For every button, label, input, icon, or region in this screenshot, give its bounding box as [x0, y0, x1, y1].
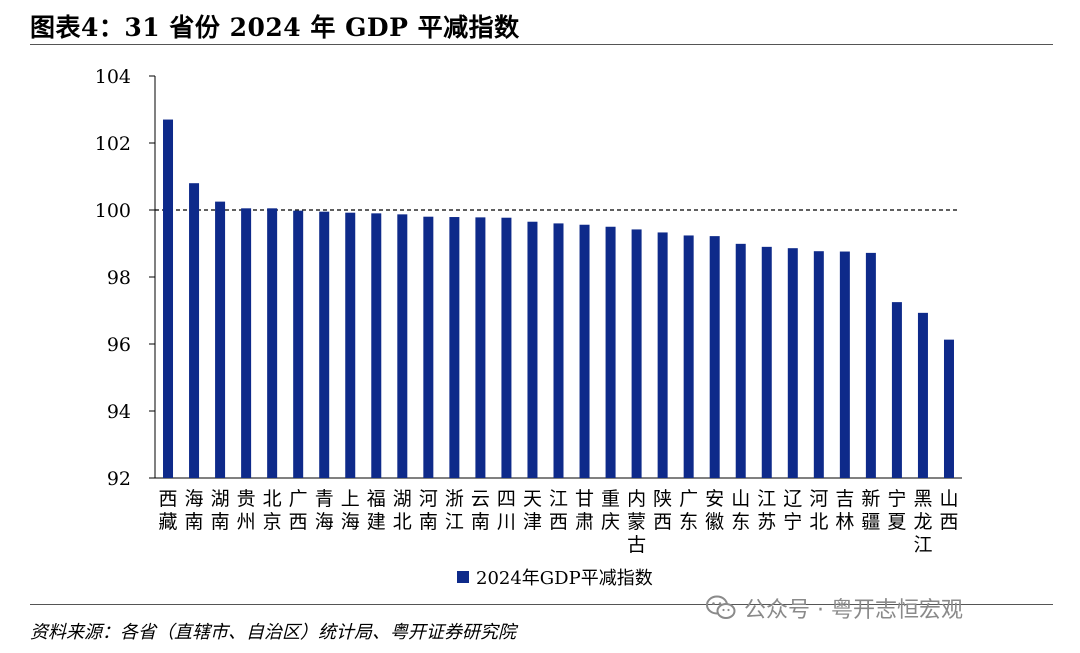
bar [371, 213, 382, 478]
x-tick-label: 辽宁 [783, 488, 802, 533]
bar [683, 235, 694, 478]
x-tick-label: 山东 [731, 488, 750, 533]
footer-divider [30, 604, 1053, 605]
x-tick-label: 广东 [679, 488, 698, 533]
bar [163, 119, 174, 479]
bar [943, 339, 954, 478]
bar [267, 208, 278, 478]
x-tick-label: 广西 [289, 488, 308, 533]
bar [423, 216, 434, 478]
x-tick-label: 湖北 [393, 488, 412, 533]
x-tick-label: 吉林 [835, 488, 854, 533]
bar [319, 211, 330, 479]
x-tick-label: 重庆 [601, 488, 620, 533]
bar [189, 183, 200, 478]
bar [917, 312, 928, 478]
x-tick-label: 新疆 [861, 488, 880, 533]
y-tick-label: 104 [95, 66, 131, 88]
x-tick-label: 黑龙江 [913, 488, 932, 556]
bar [475, 217, 486, 478]
x-tick-label: 江苏 [757, 488, 776, 533]
x-tick-label: 北京 [263, 488, 282, 533]
y-tick-label: 98 [107, 267, 131, 289]
bar [891, 302, 902, 478]
bar [709, 236, 720, 478]
bar [241, 208, 252, 478]
legend: 2024年GDP平减指数 [457, 564, 653, 590]
x-tick-label: 西藏 [159, 488, 178, 533]
x-tick-label: 陕西 [653, 488, 672, 533]
bar [215, 201, 226, 478]
x-tick-label: 安徽 [705, 488, 724, 533]
title-divider [30, 44, 1053, 45]
x-tick-label: 甘肃 [575, 488, 594, 533]
bar [839, 251, 850, 478]
watermark-text: 公众号 · 粤开志恒宏观 [744, 598, 963, 623]
source-note: 资料来源：各省（直辖市、自治区）统计局、粤开证券研究院 [30, 622, 516, 643]
chart-title: 图表4：31 省份 2024 年 GDP 平减指数 [30, 13, 520, 42]
bar [605, 226, 616, 478]
legend-swatch [457, 571, 469, 583]
bar [527, 221, 538, 478]
y-tick-label: 92 [107, 468, 131, 490]
bar [735, 243, 746, 478]
x-tick-label: 云南 [471, 488, 490, 533]
x-tick-label: 天津 [523, 488, 542, 533]
bar [397, 214, 408, 479]
x-tick-label: 福建 [367, 488, 386, 533]
bar [813, 251, 824, 478]
y-tick-label: 100 [95, 200, 131, 222]
x-tick-label: 江西 [549, 488, 568, 533]
bar [579, 224, 590, 478]
bar [449, 217, 460, 478]
legend-label: 2024年GDP平减指数 [476, 568, 653, 589]
x-tick-label: 青海 [315, 488, 334, 533]
x-tick-label: 贵州 [237, 488, 256, 533]
bar [787, 248, 798, 478]
bar [553, 223, 564, 478]
y-tick-label: 102 [95, 133, 131, 155]
x-tick-label: 河北 [809, 488, 828, 533]
x-tick-label: 内蒙古 [627, 488, 646, 556]
bar [293, 210, 304, 479]
x-tick-label: 山西 [939, 488, 958, 533]
bar [345, 212, 356, 478]
bar [501, 217, 512, 478]
bar [761, 246, 772, 478]
axes: 92 94 96 98 100 102 104 [95, 66, 962, 490]
watermark: 公众号 · 粤开志恒宏观 [706, 592, 963, 624]
x-tick-label: 河南 [419, 488, 438, 533]
bar [631, 229, 642, 478]
x-tick-label: 四川 [497, 488, 516, 533]
x-tick-label: 湖南 [211, 488, 230, 533]
x-tick-labels: 西藏海南湖南贵州北京广西青海上海福建湖北河南浙江云南四川天津江西甘肃重庆内蒙古陕… [159, 488, 959, 556]
bar [657, 232, 668, 478]
y-tick-label: 96 [107, 334, 131, 356]
bar [865, 252, 876, 478]
y-tick-label: 94 [107, 401, 131, 423]
x-tick-label: 宁夏 [887, 488, 906, 533]
bar-series [163, 119, 954, 479]
wechat-icon [706, 595, 736, 619]
x-tick-label: 上海 [341, 488, 360, 533]
x-tick-label: 海南 [185, 488, 204, 533]
x-tick-label: 浙江 [445, 488, 464, 533]
